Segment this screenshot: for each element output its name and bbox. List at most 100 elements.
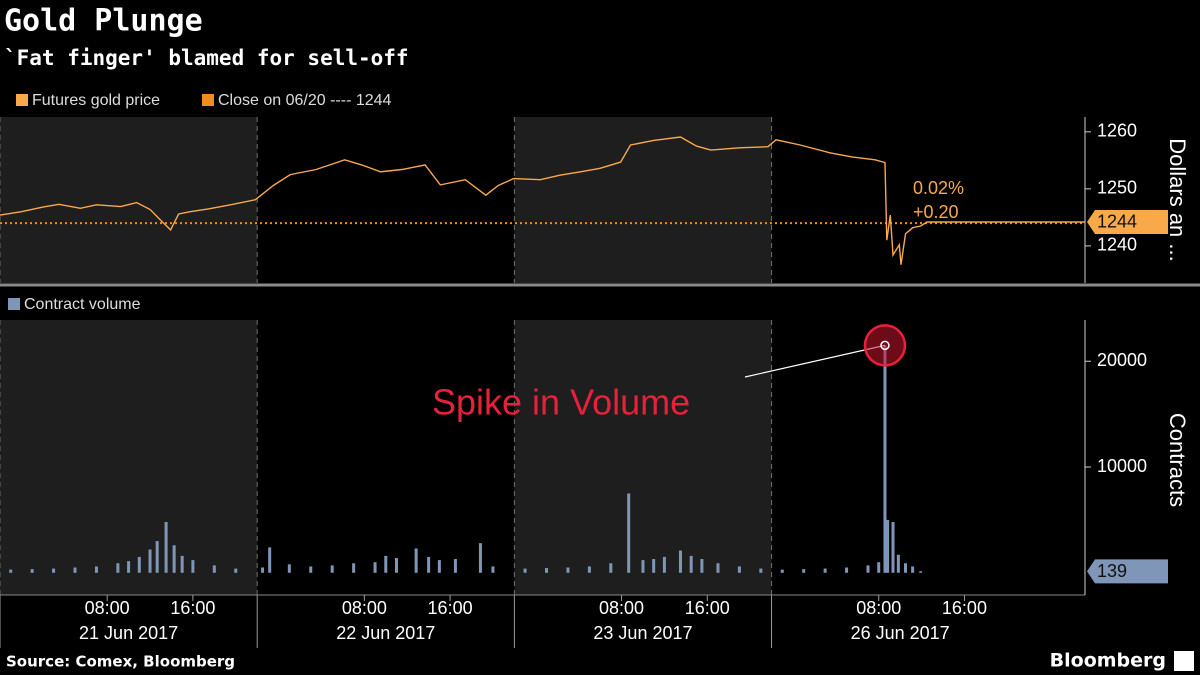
y-axis-title: Contracts bbox=[1165, 413, 1190, 507]
change-percent: 0.02% bbox=[913, 178, 964, 198]
background-layer bbox=[0, 117, 1085, 648]
annotation-ring bbox=[863, 324, 907, 367]
volume-bar bbox=[148, 549, 152, 573]
volume-bar bbox=[52, 568, 56, 573]
annotation-text: Spike in Volume bbox=[432, 382, 690, 423]
x-tick-label: 08:00 bbox=[342, 598, 387, 618]
volume-bar bbox=[896, 554, 900, 573]
session-band bbox=[0, 320, 258, 595]
x-tick-label: 16:00 bbox=[428, 598, 473, 618]
volume-bar bbox=[523, 568, 527, 573]
annotation-point bbox=[880, 340, 890, 351]
volume-bar bbox=[373, 562, 377, 573]
volume-bar bbox=[886, 519, 890, 573]
y-tick-label: 1250 bbox=[1097, 178, 1137, 198]
session-band bbox=[514, 117, 772, 283]
volume-bar bbox=[662, 556, 666, 573]
chart-subtitle: `Fat finger' blamed for sell-off bbox=[4, 46, 409, 70]
volume-bar bbox=[164, 522, 168, 573]
volume-bar bbox=[866, 565, 870, 573]
last-value-tag bbox=[1087, 209, 1168, 234]
volume-bar bbox=[414, 548, 418, 573]
volume-bar bbox=[759, 568, 763, 573]
last-value-tag bbox=[1087, 559, 1168, 584]
volume-bar bbox=[904, 563, 908, 573]
volume-bar bbox=[180, 555, 184, 573]
x-tick-label: 08:00 bbox=[856, 598, 901, 618]
volume-bar bbox=[911, 566, 915, 573]
volume-bar bbox=[587, 566, 591, 573]
volume-bar bbox=[780, 569, 784, 573]
volume-bar bbox=[9, 569, 13, 573]
x-tick-label: 16:00 bbox=[942, 598, 987, 618]
volume-bar bbox=[116, 563, 120, 573]
volume-bar bbox=[641, 560, 645, 573]
volume-bar bbox=[73, 567, 77, 573]
legend-swatch bbox=[202, 94, 214, 106]
chart-title: Gold Plunge bbox=[4, 4, 203, 39]
volume-bar bbox=[172, 545, 176, 573]
volume-bar bbox=[845, 567, 849, 573]
volume-bar bbox=[155, 541, 159, 573]
volume-bar bbox=[437, 560, 441, 573]
x-tick-label: 08:00 bbox=[85, 598, 130, 618]
legend-label: Futures gold price bbox=[32, 92, 160, 109]
x-date-label: 22 Jun 2017 bbox=[336, 623, 435, 643]
x-date-label: 21 Jun 2017 bbox=[79, 623, 178, 643]
y-tick-label: 10000 bbox=[1097, 456, 1147, 476]
volume-bar bbox=[427, 556, 431, 573]
y-tick-label: 20000 bbox=[1097, 350, 1147, 370]
volume-bar bbox=[689, 555, 693, 573]
brand-icon bbox=[1174, 651, 1194, 671]
volume-bar bbox=[394, 557, 398, 573]
brand-logo: Bloomberg bbox=[1050, 650, 1166, 672]
volume-bar bbox=[384, 555, 388, 573]
volume-bar bbox=[268, 547, 272, 573]
volume-bar bbox=[627, 493, 631, 573]
volume-bar bbox=[545, 568, 549, 573]
last-value-label: 139 bbox=[1097, 561, 1127, 581]
volume-bar bbox=[802, 569, 806, 573]
volume-bar bbox=[678, 550, 682, 573]
volume-bar bbox=[919, 571, 923, 573]
change-absolute: +0.20 bbox=[913, 202, 959, 222]
y-tick-label: 1260 bbox=[1097, 121, 1137, 141]
volume-bar bbox=[700, 559, 704, 573]
volume-bar bbox=[491, 566, 495, 573]
price-line bbox=[0, 136, 1085, 265]
volume-bar bbox=[877, 562, 881, 573]
volume-bar bbox=[94, 566, 98, 573]
volume-bar bbox=[234, 568, 238, 573]
legend-label: Close on 06/20 ---- 1244 bbox=[218, 92, 392, 109]
volume-bar bbox=[478, 543, 482, 573]
last-value-label: 1244 bbox=[1097, 212, 1137, 232]
x-date-label: 23 Jun 2017 bbox=[593, 623, 692, 643]
legend-label: Contract volume bbox=[24, 296, 141, 313]
legend-swatch bbox=[8, 298, 20, 310]
session-band bbox=[514, 320, 772, 595]
volume-bar bbox=[127, 561, 131, 573]
volume-bar bbox=[891, 522, 895, 573]
volume-bar bbox=[352, 563, 356, 573]
x-tick-label: 08:00 bbox=[599, 598, 644, 618]
source-note: Source: Comex, Bloomberg bbox=[6, 653, 235, 671]
volume-bar bbox=[137, 556, 141, 573]
x-tick-label: 16:00 bbox=[685, 598, 730, 618]
legend-swatch bbox=[16, 94, 28, 106]
volume-bar bbox=[309, 566, 313, 573]
volume-bar bbox=[191, 560, 195, 573]
volume-bar bbox=[566, 567, 570, 573]
volume-bar bbox=[609, 563, 613, 573]
volume-bar bbox=[737, 566, 741, 573]
volume-bar bbox=[716, 563, 720, 573]
volume-bar bbox=[652, 559, 656, 573]
session-band bbox=[0, 117, 258, 283]
volume-bar bbox=[330, 565, 334, 573]
x-tick-label: 16:00 bbox=[170, 598, 215, 618]
volume-bar bbox=[823, 568, 827, 573]
foreground-layer: 21 Jun 2017 22 Jun 2017 23 Jun 2017 26 Jun … bbox=[0, 117, 1168, 643]
volume-bar bbox=[883, 345, 887, 573]
volume-bar bbox=[261, 567, 265, 573]
annotation-leader bbox=[744, 344, 886, 378]
